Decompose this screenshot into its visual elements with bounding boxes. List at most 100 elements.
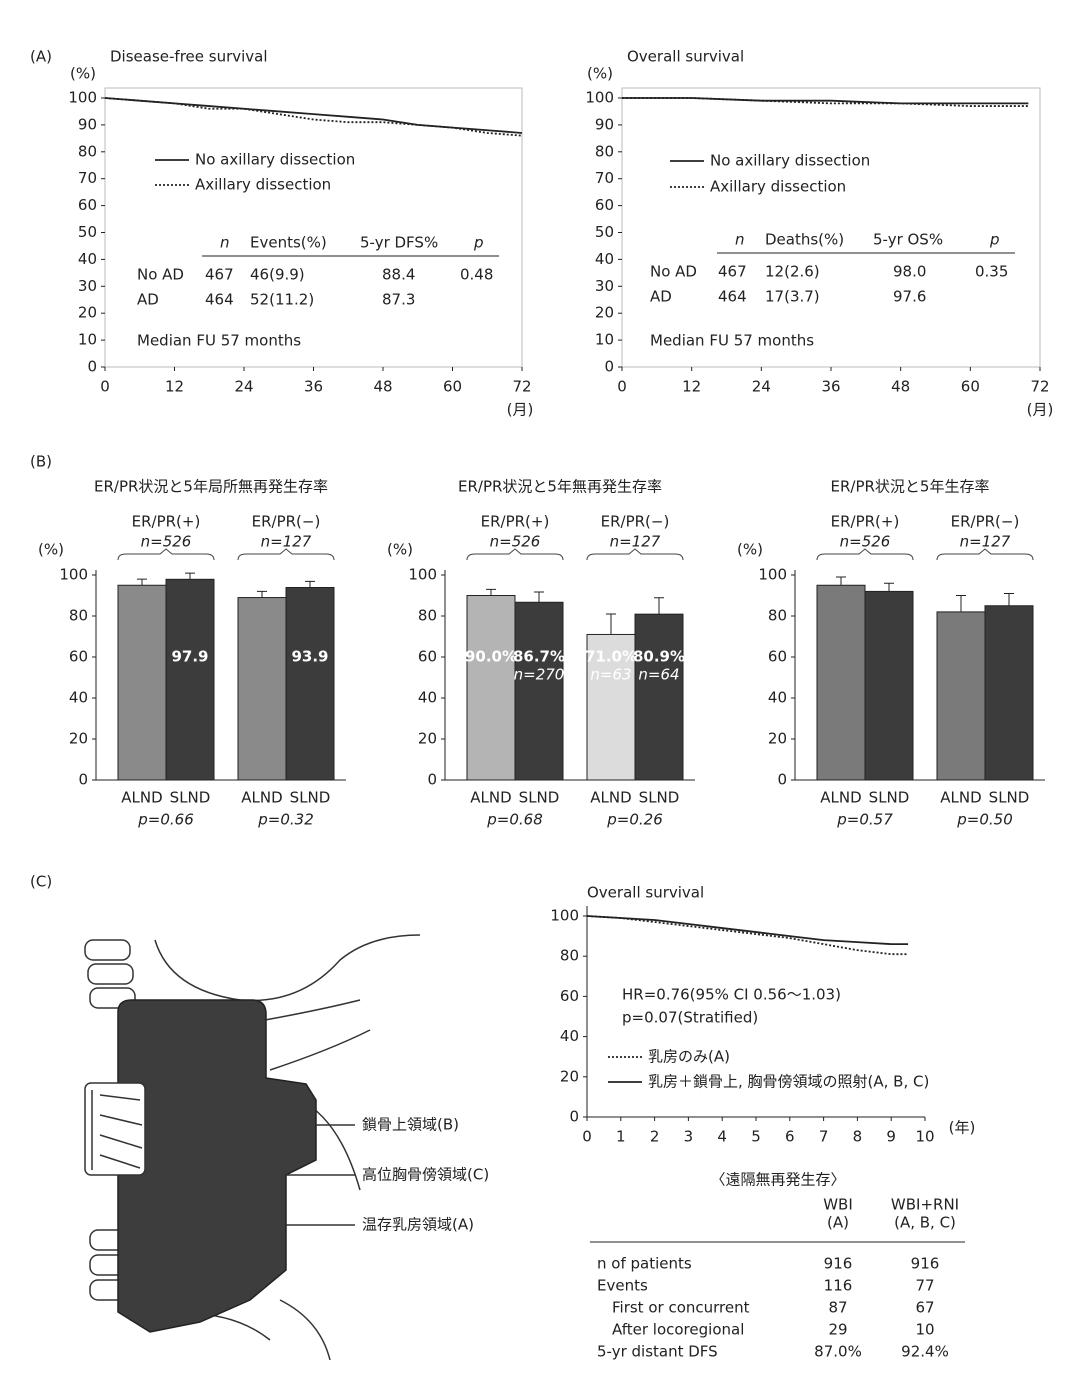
bar (467, 596, 515, 781)
group-n: n=127 (960, 533, 1011, 551)
x-tick-label: 1 (616, 1128, 626, 1146)
value-label: 97.9 (171, 648, 208, 666)
table-cell: 87 (828, 1299, 847, 1317)
bar (166, 579, 214, 780)
table-header: Events(%) (250, 234, 327, 252)
y-tick-label: 0 (569, 1108, 579, 1126)
p-value: p=0.50 (956, 811, 1013, 829)
row-label: First or concurrent (612, 1299, 750, 1317)
group-n: n=127 (610, 533, 661, 551)
x-tick-label: 24 (752, 378, 771, 396)
y-tick-label: 40 (418, 689, 437, 707)
y-tick-label: 60 (768, 648, 787, 666)
table-cell: 52(11.2) (250, 291, 314, 309)
y-tick-label: 20 (78, 304, 97, 322)
n-label: n=270 (514, 666, 565, 684)
x-tick-label: 12 (682, 378, 701, 396)
y-tick-label: 60 (560, 987, 579, 1005)
bar (635, 614, 683, 780)
table-cell: 464 (718, 288, 747, 306)
table-cell: 467 (205, 266, 234, 284)
p-value: p=0.68 (486, 811, 543, 829)
bar (937, 612, 985, 780)
y-tick-label: 20 (418, 730, 437, 748)
category-label: ALND (241, 789, 282, 807)
footnote: Median FU 57 months (650, 332, 814, 350)
group-label: ER/PR(−) (601, 513, 670, 531)
category-label: SLND (869, 789, 910, 807)
value-label: 80.9% (633, 648, 685, 666)
y-axis-label: (%) (587, 65, 613, 83)
y-tick-label: 60 (69, 648, 88, 666)
y-tick-label: 0 (604, 358, 614, 376)
panel-label: (B) (30, 453, 52, 471)
y-tick-label: 10 (78, 331, 97, 349)
y-tick-label: 60 (78, 196, 97, 214)
table-cell: 116 (824, 1277, 853, 1295)
table-cell: 46(9.9) (250, 266, 305, 284)
x-tick-label: 4 (717, 1128, 727, 1146)
x-tick-label: 8 (853, 1128, 863, 1146)
category-label: SLND (639, 789, 680, 807)
y-tick-label: 60 (418, 648, 437, 666)
bar (515, 602, 563, 780)
y-tick-label: 40 (595, 250, 614, 268)
y-tick-label: 20 (69, 730, 88, 748)
table-header: Deaths(%) (765, 231, 844, 249)
group-n: n=526 (490, 533, 541, 551)
x-tick-label: 60 (443, 378, 462, 396)
bar (817, 585, 865, 780)
row-label: Events (597, 1277, 648, 1295)
legend-label: 乳房のみ(A) (648, 1048, 730, 1066)
x-tick-label: 72 (1030, 378, 1049, 396)
table-cell: 87.3 (382, 291, 415, 309)
chart-title: Overall survival (587, 884, 704, 902)
group-n: n=127 (261, 533, 312, 551)
table-header: 5-yr DFS% (360, 234, 438, 252)
x-tick-label: 0 (617, 378, 627, 396)
x-tick-label: 0 (582, 1128, 592, 1146)
bar (985, 606, 1033, 780)
y-tick-label: 40 (78, 250, 97, 268)
table-header: n (735, 231, 745, 249)
x-tick-label: 2 (650, 1128, 660, 1146)
value-label: 71.0% (585, 648, 637, 666)
value-label: 86.7% (513, 648, 565, 666)
y-tick-label: 70 (595, 169, 614, 187)
group-label: ER/PR(+) (831, 513, 900, 531)
group-n: n=526 (840, 533, 891, 551)
x-tick-label: 48 (891, 378, 910, 396)
chart-title: Overall survival (627, 48, 744, 66)
table-cell: 12(2.6) (765, 263, 820, 281)
group-label: ER/PR(−) (951, 513, 1020, 531)
y-tick-label: 20 (560, 1067, 579, 1085)
footnote: Median FU 57 months (137, 332, 301, 350)
p-value: p=0.57 (836, 811, 893, 829)
x-axis-label: (年) (949, 1119, 976, 1137)
x-tick-label: 24 (234, 378, 253, 396)
y-tick-label: 40 (768, 689, 787, 707)
x-tick-label: 72 (512, 378, 531, 396)
category-label: ALND (470, 789, 511, 807)
n-label: n=63 (590, 666, 631, 684)
table-cell: 98.0 (893, 263, 926, 281)
legend-label: No axillary dissection (710, 152, 870, 170)
category-label: ALND (940, 789, 981, 807)
y-tick-label: 0 (78, 771, 88, 789)
group-label: ER/PR(+) (132, 513, 201, 531)
y-tick-label: 40 (560, 1027, 579, 1045)
y-tick-label: 50 (78, 223, 97, 241)
y-tick-label: 80 (595, 142, 614, 160)
table-cell: 916 (824, 1255, 853, 1273)
table-cell: 92.4% (901, 1343, 949, 1361)
y-tick-label: 60 (595, 196, 614, 214)
legend-label: No axillary dissection (195, 151, 355, 169)
table-header: WBI (823, 1196, 853, 1214)
table-cell: 464 (205, 291, 234, 309)
value-label: 90.0% (465, 648, 517, 666)
y-tick-label: 100 (59, 566, 88, 584)
table-cell: 77 (915, 1277, 934, 1295)
legend-label: 乳房＋鎖骨上, 胸骨傍領域の照射(A, B, C) (648, 1073, 929, 1091)
category-label: SLND (290, 789, 331, 807)
table-cell: 0.48 (460, 266, 493, 284)
